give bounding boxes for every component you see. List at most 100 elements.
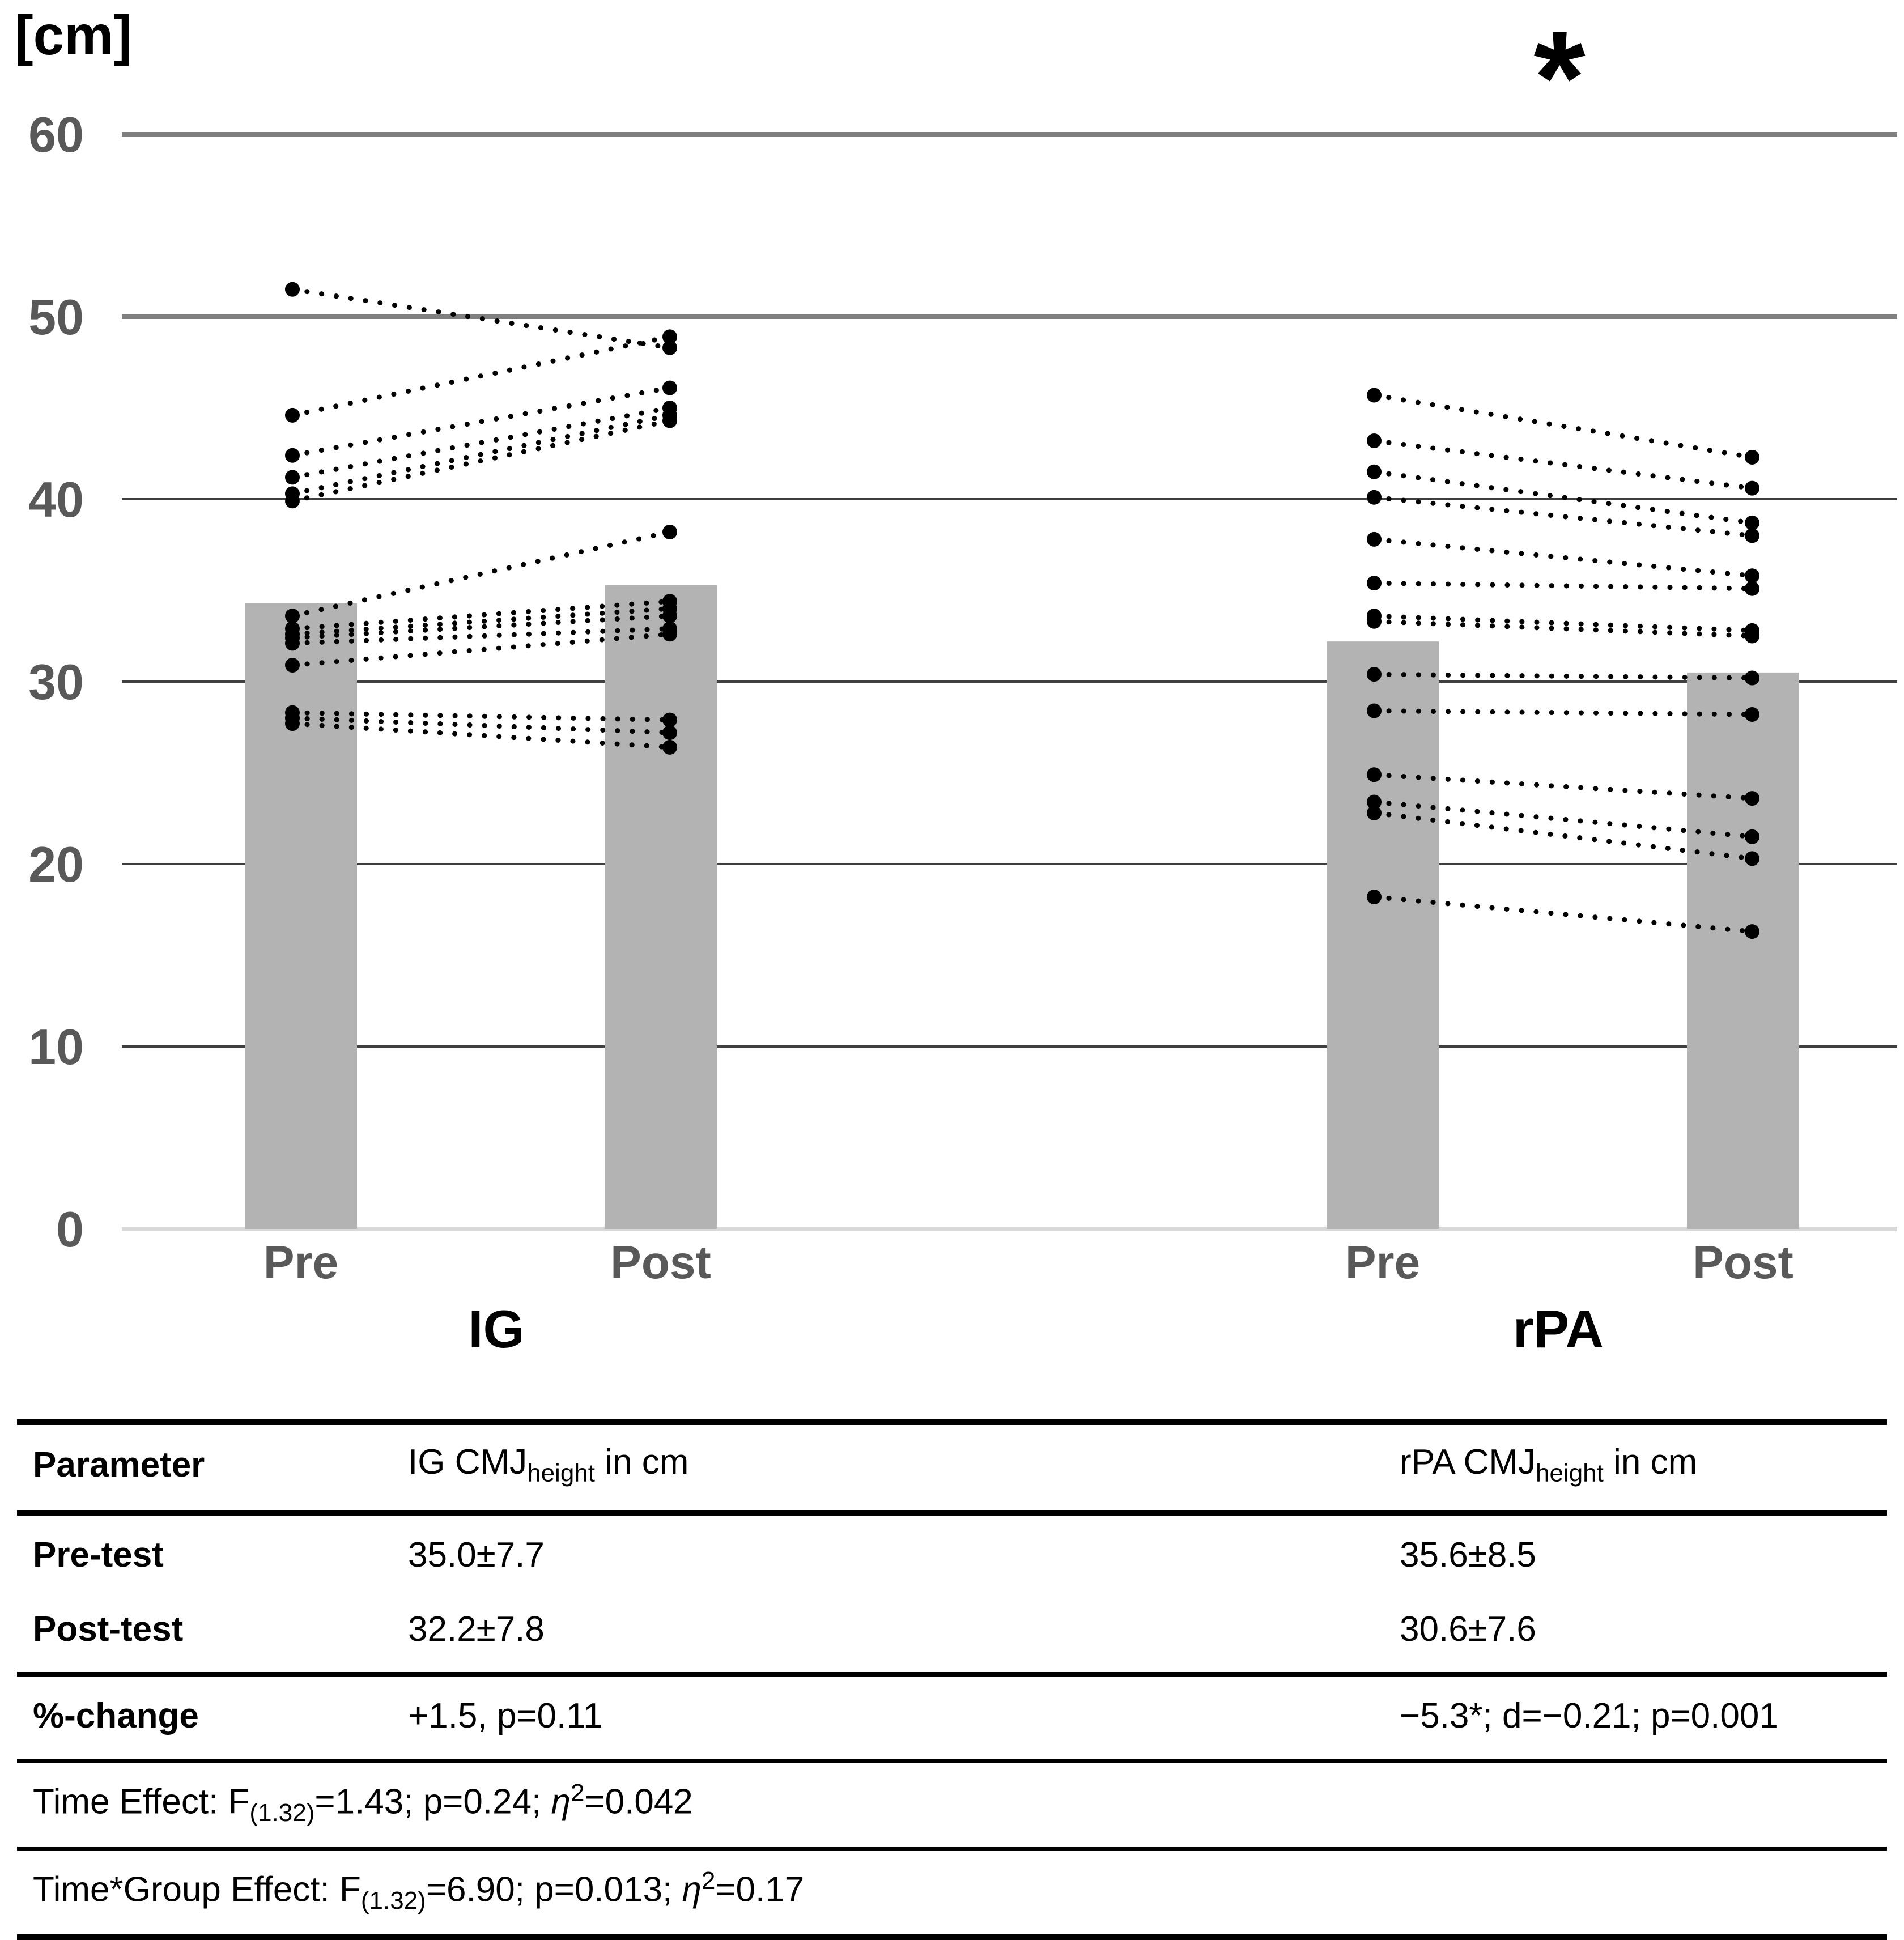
dot-pre xyxy=(285,407,300,423)
x-label-ig-pre: Pre xyxy=(264,1237,338,1288)
table-row-pre-test: Pre-test 35.0±7.7 35.6±8.5 xyxy=(17,1516,1887,1592)
percent-change-label: %-change xyxy=(33,1696,199,1736)
pair-line xyxy=(1371,438,1755,491)
percent-change-rpa-value: −5.3*; d=−0.21; p=0.001 xyxy=(1400,1696,1779,1736)
dot-pre xyxy=(1367,614,1382,629)
dot-post xyxy=(662,340,677,355)
dot-pre xyxy=(1367,889,1382,904)
post-test-label: Post-test xyxy=(33,1610,184,1649)
dot-pre xyxy=(285,282,300,297)
dot-post xyxy=(662,524,677,539)
y-tick-label-50: 50 xyxy=(28,289,84,345)
pair-line xyxy=(1371,894,1755,934)
dot-post xyxy=(662,739,677,755)
dot-pre xyxy=(1367,667,1382,682)
significance-asterisk: * xyxy=(1533,3,1586,152)
dot-pre xyxy=(285,448,300,463)
dot-pre xyxy=(1367,805,1382,820)
dot-post xyxy=(1745,924,1760,939)
table-header-parameter: Parameter xyxy=(33,1445,205,1484)
x-label-ig-post: Post xyxy=(610,1237,711,1288)
dot-post xyxy=(1745,480,1760,496)
pre-test-label: Pre-test xyxy=(33,1535,164,1575)
ig-cmj-subscript: height xyxy=(527,1459,595,1487)
dot-post xyxy=(1745,628,1760,644)
y-tick-label-0: 0 xyxy=(56,1201,84,1257)
pair-line xyxy=(290,412,673,496)
dot-post xyxy=(1745,528,1760,543)
eta-symbol-2: η xyxy=(682,1870,702,1910)
table-header-rpa: rPA CMJheight in cm xyxy=(1400,1442,1887,1487)
pair-line xyxy=(1371,810,1755,861)
dot-post xyxy=(662,627,677,642)
time-effect-prefix: Time Effect: F xyxy=(33,1782,250,1822)
time-effect-stats: =1.43; p=0.24; xyxy=(314,1782,551,1822)
dot-pre xyxy=(1367,388,1382,403)
bar-ig-post xyxy=(605,585,717,1229)
dot-post xyxy=(1745,707,1760,722)
table-row-post-test: Post-test 32.2±7.8 30.6±7.6 xyxy=(17,1592,1887,1677)
time-group-effect-text: Time*Group Effect: F(1.32)=6.90; p=0.013… xyxy=(17,1867,1887,1915)
dot-pre xyxy=(285,716,300,731)
dot-post xyxy=(1745,670,1760,686)
rpa-cmj-subscript: height xyxy=(1535,1459,1604,1487)
dot-pre xyxy=(1367,433,1382,448)
pair-line xyxy=(290,385,673,458)
eta-symbol: η xyxy=(551,1782,571,1822)
y-tick-label-10: 10 xyxy=(28,1019,84,1075)
pair-line xyxy=(290,405,673,480)
pair-line xyxy=(1371,580,1755,592)
time-group-effect-prefix: Time*Group Effect: F xyxy=(33,1870,361,1910)
time-effect-text: Time Effect: F(1.32)=1.43; p=0.24; η2=0.… xyxy=(17,1779,1887,1827)
table-row-percent-change: %-change +1.5, p=0.11 −5.3*; d=−0.21; p=… xyxy=(17,1677,1887,1764)
dot-pre xyxy=(1367,531,1382,547)
chart-svg: 60 50 40 30 20 10 0 Pre Post IG Pre Post rPA [cm] * xyxy=(15,3,1897,1359)
x-label-rpa-pre: Pre xyxy=(1345,1237,1420,1288)
pair-line xyxy=(1371,469,1755,526)
time-group-effect-stats: =6.90; p=0.013; xyxy=(426,1870,682,1910)
pair-line xyxy=(290,418,673,504)
dot-pre xyxy=(285,609,300,624)
post-test-rpa-value: 30.6±7.6 xyxy=(1400,1610,1536,1649)
dot-post xyxy=(662,413,677,428)
pair-line xyxy=(290,287,673,351)
percent-change-ig-value: +1.5, p=0.11 xyxy=(408,1696,603,1736)
pair-line xyxy=(1371,619,1755,639)
y-tick-label-20: 20 xyxy=(28,836,84,892)
time-effect-eta-value: =0.042 xyxy=(584,1782,693,1822)
dot-pre xyxy=(285,636,300,651)
pre-test-ig-value: 35.0±7.7 xyxy=(408,1535,545,1575)
table-header-ig: IG CMJheight in cm xyxy=(408,1442,1400,1487)
dot-post xyxy=(1745,829,1760,844)
post-test-ig-value: 32.2±7.8 xyxy=(408,1610,545,1649)
pair-line xyxy=(290,529,673,619)
pair-line xyxy=(1371,537,1755,578)
y-axis-unit-label: [cm] xyxy=(15,4,132,66)
dot-post xyxy=(662,712,677,728)
dot-pre xyxy=(1367,490,1382,505)
dot-post xyxy=(1745,449,1760,465)
pair-line xyxy=(1371,799,1755,840)
dot-pre xyxy=(1367,464,1382,479)
dot-pre xyxy=(1367,703,1382,718)
bar-rpa-post xyxy=(1687,672,1799,1229)
time-group-effect-df: (1.32) xyxy=(360,1887,426,1915)
y-tick-label-40: 40 xyxy=(28,471,84,527)
group-label-ig: IG xyxy=(468,1299,524,1359)
bar-ig-pre xyxy=(245,603,357,1229)
dot-post xyxy=(662,725,677,741)
dot-post xyxy=(1745,791,1760,806)
table-row-time-group-effect: Time*Group Effect: F(1.32)=6.90; p=0.013… xyxy=(17,1851,1887,1940)
dot-pre xyxy=(1367,576,1382,591)
y-tick-label-60: 60 xyxy=(28,107,84,163)
dot-pre xyxy=(285,658,300,673)
table-row-time-effect: Time Effect: F(1.32)=1.43; p=0.24; η2=0.… xyxy=(17,1763,1887,1852)
pre-test-rpa-value: 35.6±8.5 xyxy=(1400,1535,1536,1575)
rpa-cmj-unit: in cm xyxy=(1603,1443,1698,1482)
dot-post xyxy=(1745,581,1760,596)
pair-line xyxy=(290,334,673,418)
y-tick-label-30: 30 xyxy=(28,654,84,710)
group-label-rpa: rPA xyxy=(1513,1299,1604,1359)
ig-cmj-unit: in cm xyxy=(595,1443,689,1482)
